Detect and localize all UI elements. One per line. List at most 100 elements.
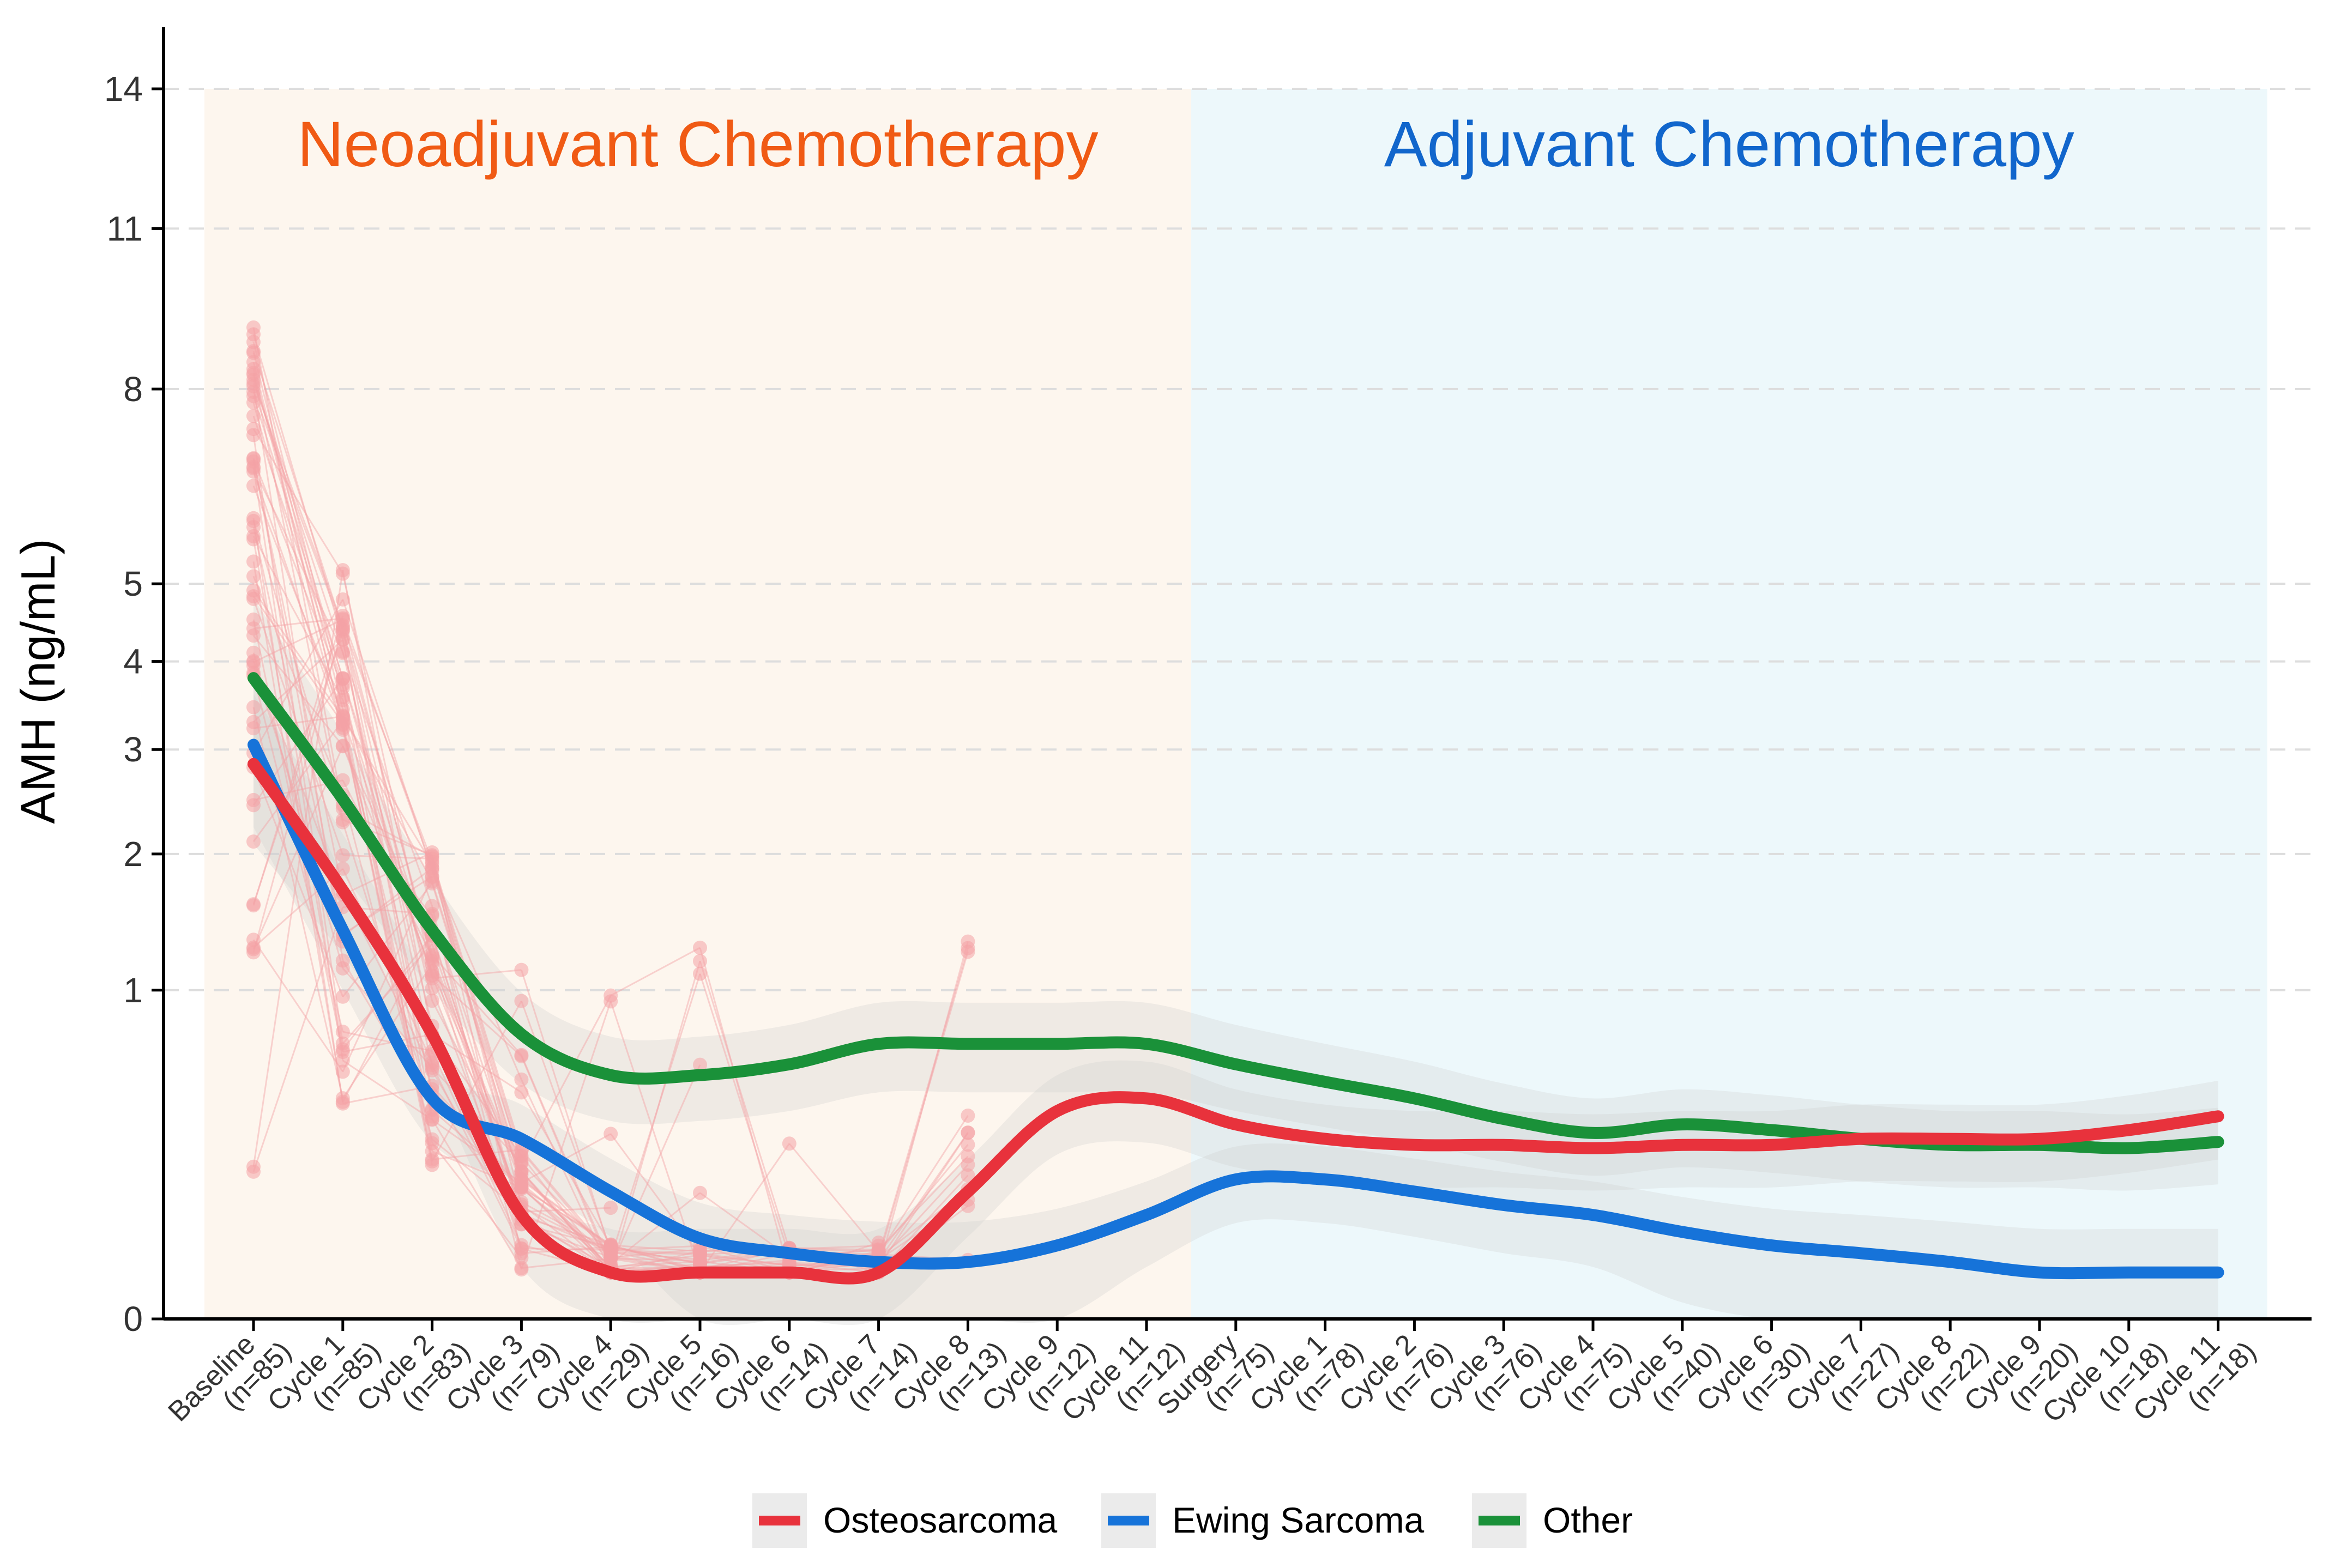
patient-trace-segment [252, 719, 344, 842]
patient-trace-segment [431, 855, 522, 1205]
y-axis-label: AMH (ng/mL) [11, 538, 65, 824]
patient-trace-segment [431, 956, 522, 1184]
x-tick-label: Cycle 5(n=40) [1601, 1328, 1727, 1418]
patient-trace-segment [610, 1245, 701, 1265]
patient-point [514, 1049, 529, 1063]
patient-trace-segment [521, 1186, 612, 1248]
patient-trace-segment [521, 1079, 612, 1273]
patient-trace-segment [611, 1251, 701, 1260]
patient-point [246, 344, 261, 359]
patient-trace-segment [521, 1188, 612, 1260]
patient-trace-segment [699, 1252, 790, 1267]
patient-trace-segment [252, 939, 344, 1073]
patient-point [335, 861, 350, 876]
patient-trace-segment [521, 1186, 612, 1245]
patient-point [246, 366, 261, 380]
patient-trace-segment [342, 599, 433, 871]
patient-trace-segment [252, 576, 344, 796]
patient-trace-segment [520, 970, 612, 1253]
patient-trace-segment [699, 947, 791, 1273]
patient-point [693, 1057, 707, 1072]
confidence-band-2 [254, 598, 2218, 1191]
patient-trace-segment [342, 1085, 432, 1105]
patient-trace-segment [878, 941, 969, 1270]
patient-trace-segment [252, 361, 344, 725]
patient-trace-segment [342, 678, 433, 989]
patient-point [693, 966, 707, 981]
y-tick-label: 2 [123, 834, 143, 874]
patient-point [425, 981, 439, 996]
x-tick-label: Cycle 6(n=30) [1690, 1328, 1815, 1418]
y-axis-ticks: 0 1 2 3 4 5 8 11 14 [104, 69, 164, 1339]
patient-trace-segment [699, 1254, 789, 1266]
patient-trace-segment [521, 1207, 611, 1213]
patient-point [604, 1201, 618, 1215]
patient-trace-segment [431, 974, 522, 1057]
patient-trace-segment [521, 1215, 611, 1246]
series-line-0 [248, 758, 2224, 1285]
patient-trace-segment [253, 619, 343, 663]
patient-trace-segment [521, 1162, 612, 1256]
patient-trace-segment [611, 1257, 701, 1262]
patient-trace-segment [252, 374, 344, 680]
patient-point [693, 940, 707, 955]
patient-point [425, 1055, 439, 1070]
grid-lines [164, 88, 2312, 991]
patient-trace-segment [699, 960, 791, 1250]
patient-point [246, 834, 261, 849]
patient-point [246, 451, 261, 465]
patient-trace-segment [521, 1201, 611, 1251]
patient-trace-segment [431, 913, 522, 1214]
patient-trace-segment [431, 943, 522, 1216]
patient-point [425, 1136, 439, 1151]
x-tick-label: Cycle 1(n=85) [262, 1328, 387, 1418]
patient-trace-segment [521, 1155, 612, 1273]
patient-trace-segment [431, 861, 522, 1157]
patient-point [425, 899, 439, 913]
legend-label-0: Osteosarcoma [823, 1500, 1057, 1540]
y-tick-label: 11 [107, 209, 143, 248]
patient-trace-segment [252, 599, 344, 754]
patient-trace-segment [342, 651, 433, 1026]
patient-trace-segment [252, 428, 344, 574]
patient-point [961, 1125, 975, 1140]
patient-trace-segment [521, 1186, 612, 1273]
patient-point [514, 1250, 529, 1265]
patient-trace-segment [878, 1132, 969, 1268]
patient-trace-segment [431, 1118, 522, 1269]
x-tick-label: Cycle 8(n=22) [1869, 1328, 1994, 1418]
patient-trace-segment [611, 1244, 701, 1252]
patient-trace-segment [610, 1245, 701, 1270]
patient-point [246, 320, 261, 335]
patient-trace-segment [521, 1257, 611, 1269]
y-tick-label: 1 [123, 971, 143, 1010]
patient-trace-segment [253, 617, 343, 629]
patient-trace-segment [252, 353, 344, 710]
patient-point [335, 773, 350, 788]
patient-trace-segment [878, 948, 969, 1256]
patient-trace-segment [342, 699, 433, 979]
patient-trace-segment [521, 1171, 612, 1273]
patient-trace-segment [699, 973, 791, 1257]
x-tick-label: Cycle 6(n=14) [708, 1328, 834, 1418]
x-tick-label: Cycle 1(n=78) [1244, 1328, 1369, 1418]
patient-trace-segment [610, 1254, 701, 1269]
patient-trace-segment [342, 720, 433, 1119]
patient-trace-segment [342, 1060, 433, 1121]
patient-point [693, 1185, 707, 1200]
patient-trace-segment [342, 725, 433, 1165]
patient-trace-segment [878, 1115, 969, 1255]
x-axis-ticks: Baseline(n=85)Cycle 1(n=85)Cycle 2(n=83)… [162, 1319, 2262, 1429]
legend-label-1: Ewing Sarcoma [1172, 1500, 1424, 1540]
patient-trace-segment [789, 1262, 879, 1274]
patient-trace-segment [610, 973, 701, 1258]
patient-point [335, 1094, 350, 1109]
patient-point [246, 792, 261, 807]
patient-trace-segment [611, 1245, 701, 1251]
patient-point [246, 520, 261, 535]
patient-trace-segment [342, 625, 433, 862]
patient-trace-segment [252, 379, 344, 653]
patient-point [604, 988, 618, 1003]
patient-trace-segment [431, 863, 522, 1164]
patient-trace-segment [252, 596, 344, 724]
